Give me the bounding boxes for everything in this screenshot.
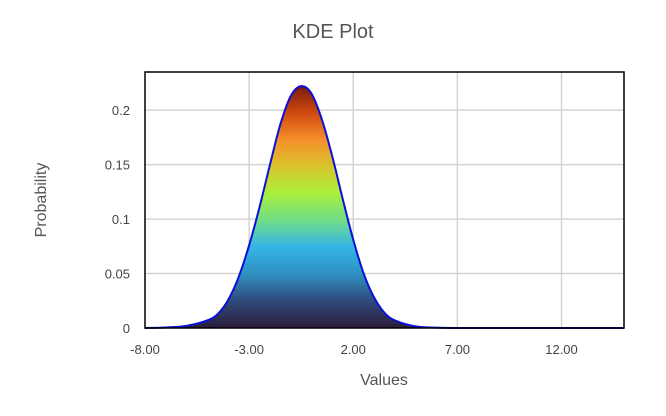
y-tick-label: 0.2 <box>112 103 130 118</box>
y-tick-label: 0 <box>123 321 130 336</box>
grid-lines <box>145 72 624 328</box>
x-tick-label: -8.00 <box>130 342 160 357</box>
x-tick-label: 12.00 <box>545 342 578 357</box>
kde-line <box>144 85 624 329</box>
x-tick-label: 7.00 <box>445 342 470 357</box>
x-tick-labels: -8.00 -3.00 2.00 7.00 12.00 <box>130 342 578 357</box>
kde-area <box>145 86 624 329</box>
y-tick-label: 0.05 <box>105 267 130 282</box>
y-tick-labels: 0 0.05 0.1 0.15 0.2 <box>105 103 130 336</box>
x-tick-label: 2.00 <box>341 342 366 357</box>
y-tick-label: 0.1 <box>112 212 130 227</box>
y-axis-title: Probability <box>33 163 50 238</box>
chart-title: KDE Plot <box>292 21 374 43</box>
x-tick-label: -3.00 <box>234 342 264 357</box>
y-tick-label: 0.15 <box>105 158 130 173</box>
x-axis-title: Values <box>360 372 408 389</box>
plot-frame <box>144 71 625 329</box>
